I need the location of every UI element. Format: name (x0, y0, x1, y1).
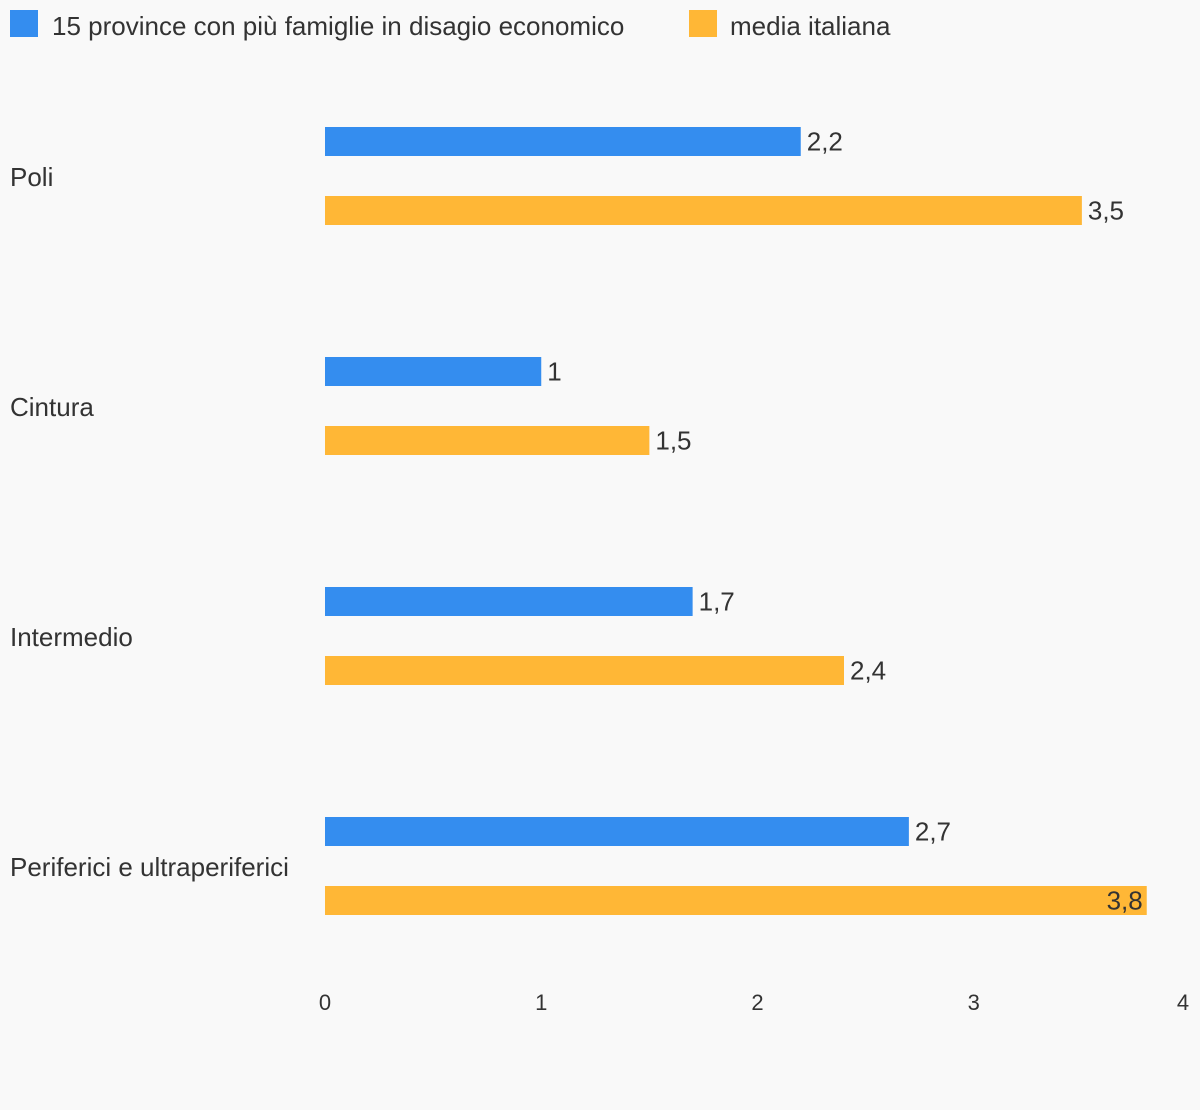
bars: 2,2 3,5 1 1,5 1,7 2,4 2,7 3,8 (325, 127, 1147, 916)
x-tick-label: 3 (968, 990, 980, 1015)
bar-1-3 (325, 886, 1147, 915)
bar-0-1 (325, 357, 542, 386)
value-label: 3,5 (1088, 196, 1124, 226)
value-label: 1,7 (699, 587, 735, 617)
legend-swatch-1 (689, 10, 717, 37)
x-tick-label: 1 (535, 990, 547, 1015)
x-tick-label: 0 (319, 990, 331, 1015)
x-axis: 0 1 2 3 4 (319, 990, 1189, 1015)
category-label: Periferici e ultraperiferici (10, 852, 289, 882)
category-label: Cintura (10, 392, 94, 422)
category-label: Poli (10, 162, 53, 192)
x-tick-label: 4 (1177, 990, 1189, 1015)
bar-1-2 (325, 656, 844, 685)
legend-swatch-0 (10, 10, 38, 37)
category-label: Intermedio (10, 622, 133, 652)
x-tick-label: 2 (751, 990, 763, 1015)
legend: 15 province con più famiglie in disagio … (10, 10, 891, 41)
legend-label-0: 15 province con più famiglie in disagio … (52, 11, 624, 41)
value-label: 2,4 (850, 656, 886, 686)
legend-label-1: media italiana (730, 11, 891, 41)
value-label: 1 (547, 357, 561, 387)
value-label: 1,5 (655, 426, 691, 456)
value-label: 2,7 (915, 817, 951, 847)
bar-1-0 (325, 196, 1082, 225)
bar-0-3 (325, 817, 909, 846)
value-label: 2,2 (807, 127, 843, 157)
bar-0-0 (325, 127, 801, 156)
value-label: 3,8 (1107, 886, 1143, 916)
category-labels: Poli Cintura Intermedio Periferici e ultrap… (10, 162, 289, 882)
bar-0-2 (325, 587, 693, 616)
bar-1-1 (325, 426, 650, 455)
